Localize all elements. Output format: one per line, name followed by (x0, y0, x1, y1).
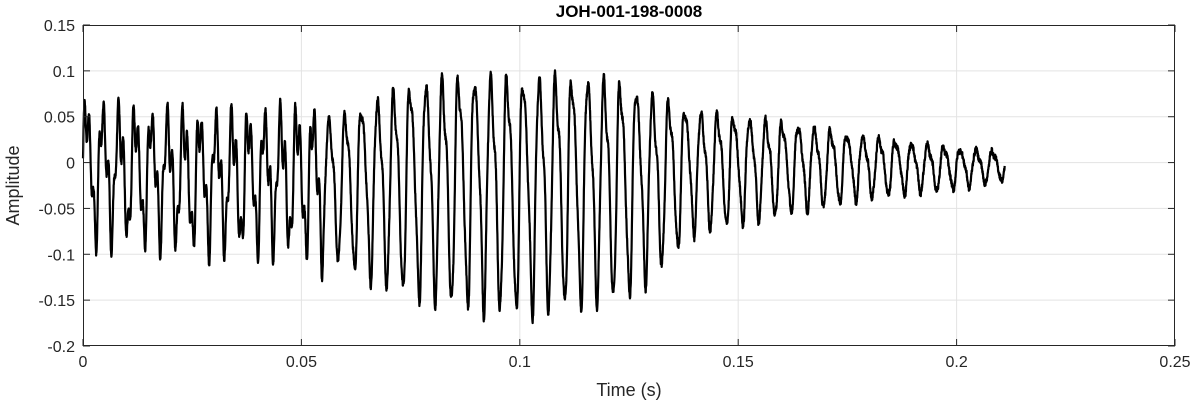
x-axis-label: Time (s) (596, 380, 661, 400)
y-tick-label: 0 (66, 156, 75, 173)
x-tick-label: 0.15 (723, 354, 754, 371)
x-tick-label: 0.1 (509, 354, 531, 371)
x-tick-label: 0.25 (1159, 354, 1190, 371)
y-tick-label: -0.2 (47, 339, 75, 356)
series-group (81, 69, 1006, 325)
x-tick-label: 0.2 (945, 354, 967, 371)
axes-frame (83, 25, 1175, 346)
x-tick-label: 0 (79, 354, 88, 371)
y-tick-label: -0.15 (39, 293, 76, 310)
waveform-line (81, 69, 1006, 325)
y-tick-label: 0.15 (44, 18, 75, 35)
chart-title: JOH-001-198-0008 (556, 2, 702, 21)
y-axis: -0.2 -0.15 -0.1 -0.05 0 0.05 0.1 0.15 (39, 18, 1175, 356)
x-axis: 0 0.05 0.1 0.15 0.2 0.25 (79, 25, 1191, 371)
y-tick-label: 0.05 (44, 110, 75, 127)
y-tick-label: -0.05 (39, 201, 76, 218)
y-tick-label: -0.1 (47, 247, 75, 264)
x-tick-label: 0.05 (286, 354, 317, 371)
y-tick-label: 0.1 (53, 64, 75, 81)
y-axis-label: Amplitude (3, 145, 23, 225)
